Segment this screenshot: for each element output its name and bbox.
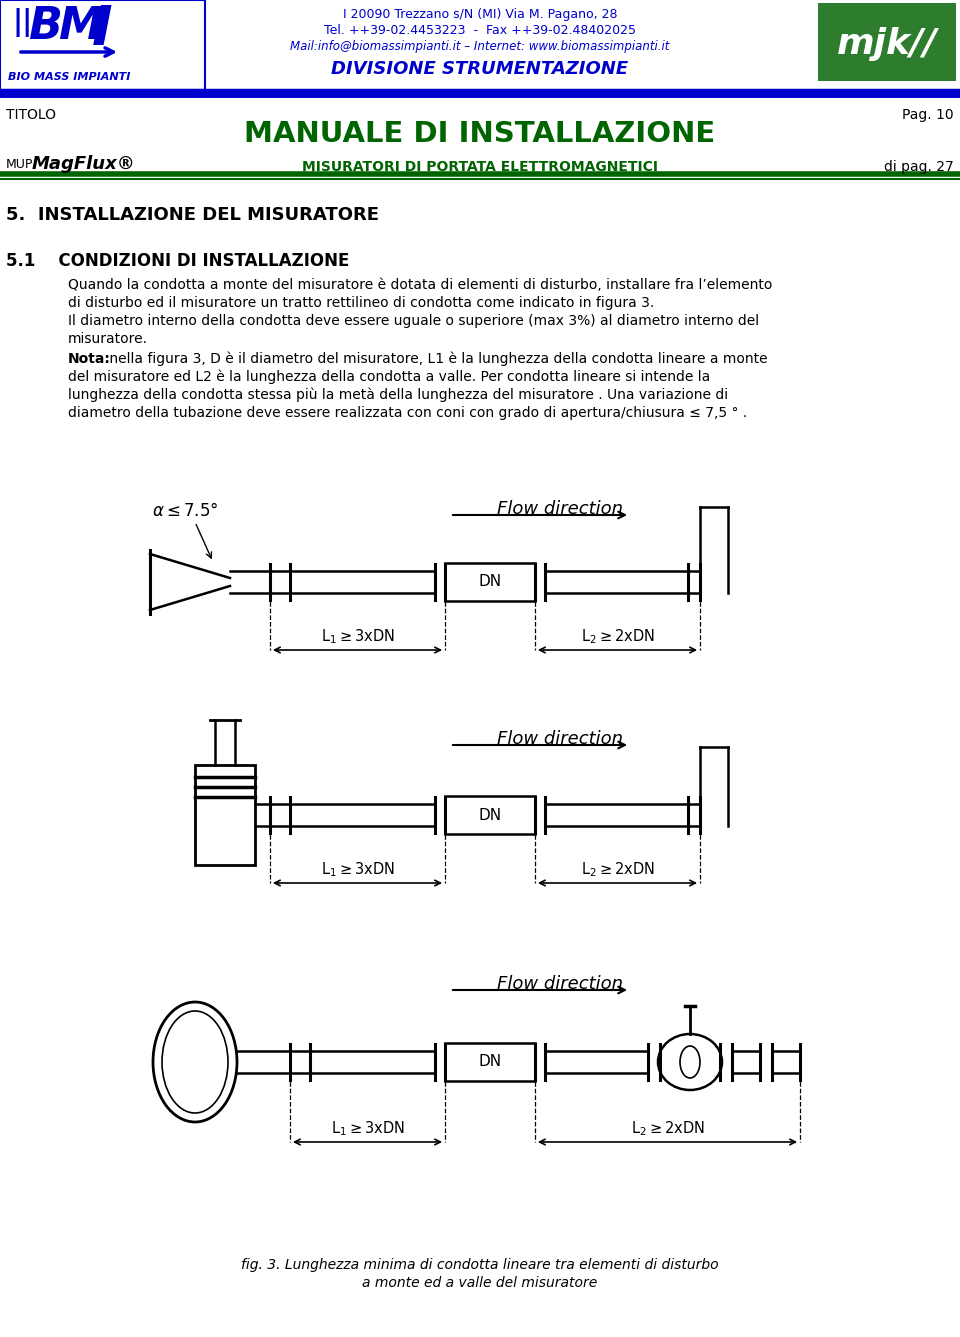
Text: MUP: MUP [6, 158, 34, 171]
Text: 5.1    CONDIZIONI DI INSTALLAZIONE: 5.1 CONDIZIONI DI INSTALLAZIONE [6, 251, 349, 270]
Text: fig. 3. Lunghezza minima di condotta lineare tra elementi di disturbo: fig. 3. Lunghezza minima di condotta lin… [241, 1258, 719, 1271]
Text: M: M [58, 5, 103, 48]
Text: BIO MASS IMPIANTI: BIO MASS IMPIANTI [8, 72, 131, 82]
Text: L$_1$$\geq$3xDN: L$_1$$\geq$3xDN [321, 627, 395, 646]
Text: di disturbo ed il misuratore un tratto rettilineo di condotta come indicato in f: di disturbo ed il misuratore un tratto r… [68, 295, 655, 310]
Text: 5.  INSTALLAZIONE DEL MISURATORE: 5. INSTALLAZIONE DEL MISURATORE [6, 206, 379, 225]
Text: mjk//: mjk// [837, 27, 937, 62]
Text: I 20090 Trezzano s/N (MI) Via M. Pagano, 28: I 20090 Trezzano s/N (MI) Via M. Pagano,… [343, 8, 617, 21]
Text: misuratore.: misuratore. [68, 332, 148, 346]
Text: a monte ed a valle del misuratore: a monte ed a valle del misuratore [362, 1275, 598, 1290]
Text: Tel. ++39-02.4453223  -  Fax ++39-02.48402025: Tel. ++39-02.4453223 - Fax ++39-02.48402… [324, 24, 636, 37]
Text: Flow direction: Flow direction [497, 730, 623, 747]
Bar [818, 3, 956, 82]
Text: lunghezza della condotta stessa più la metà della lunghezza del misuratore . Una: lunghezza della condotta stessa più la m… [68, 388, 728, 402]
Text: MagFlux®: MagFlux® [32, 155, 135, 172]
Text: Mail:info@biomassimpianti.it – Internet: www.biomassimpianti.it: Mail:info@biomassimpianti.it – Internet:… [290, 40, 670, 53]
Text: del misuratore ed L2 è la lunghezza della condotta a valle. Per condotta lineare: del misuratore ed L2 è la lunghezza dell… [68, 370, 710, 385]
Text: MANUALE DI INSTALLAZIONE: MANUALE DI INSTALLAZIONE [245, 120, 715, 148]
Text: diametro della tubazione deve essere realizzata con coni con grado di apertura/c: diametro della tubazione deve essere rea… [68, 406, 747, 420]
Text: L$_2$$\geq$2xDN: L$_2$$\geq$2xDN [631, 1119, 705, 1138]
Text: L$_1$$\geq$3xDN: L$_1$$\geq$3xDN [321, 860, 395, 878]
Text: I: I [92, 3, 112, 57]
Text: DN: DN [478, 808, 501, 822]
Text: di pag. 27: di pag. 27 [884, 160, 954, 174]
Text: B: B [28, 5, 61, 48]
Ellipse shape [680, 1046, 700, 1078]
Text: DN: DN [478, 575, 501, 590]
Text: $\alpha \leq 7.5°$: $\alpha \leq 7.5°$ [152, 501, 219, 520]
Text: Quando la condotta a monte del misuratore è dotata di elementi di disturbo, inst: Quando la condotta a monte del misurator… [68, 278, 773, 291]
Text: TITOLO: TITOLO [6, 108, 56, 122]
Text: Pag. 10: Pag. 10 [902, 108, 954, 122]
Text: nella figura 3, D è il diametro del misuratore, L1 è la lunghezza della condotta: nella figura 3, D è il diametro del misu… [105, 352, 768, 366]
Bar [445, 563, 535, 602]
Text: MISURATORI DI PORTATA ELETTROMAGNETICI: MISURATORI DI PORTATA ELETTROMAGNETICI [302, 160, 658, 174]
Text: Flow direction: Flow direction [497, 500, 623, 517]
Text: ||: || [12, 8, 33, 37]
Text: L$_2$$\geq$2xDN: L$_2$$\geq$2xDN [581, 860, 655, 878]
Text: Nota:: Nota: [68, 352, 110, 366]
Ellipse shape [658, 1034, 722, 1090]
Bar [195, 765, 255, 865]
Ellipse shape [162, 1011, 228, 1112]
Bar [0, 0, 205, 90]
Text: Flow direction: Flow direction [497, 975, 623, 993]
Bar [445, 1043, 535, 1082]
Text: L$_1$$\geq$3xDN: L$_1$$\geq$3xDN [330, 1119, 404, 1138]
Text: L$_2$$\geq$2xDN: L$_2$$\geq$2xDN [581, 627, 655, 646]
Text: DIVISIONE STRUMENTAZIONE: DIVISIONE STRUMENTAZIONE [331, 60, 629, 78]
Ellipse shape [153, 1001, 237, 1122]
Bar [445, 796, 535, 834]
Text: DN: DN [478, 1055, 501, 1070]
Text: Il diametro interno della condotta deve essere uguale o superiore (max 3%) al di: Il diametro interno della condotta deve … [68, 314, 759, 328]
